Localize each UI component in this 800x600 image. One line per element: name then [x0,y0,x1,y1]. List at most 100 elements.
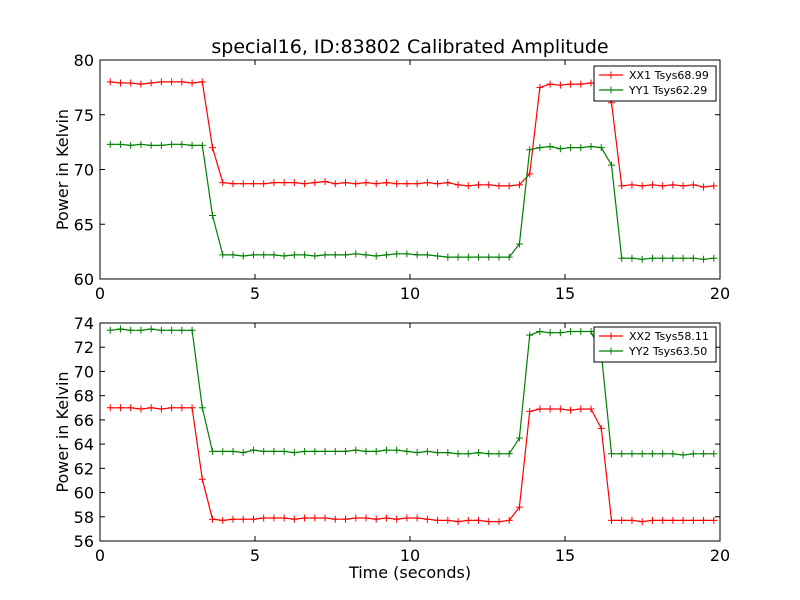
bottom-series-2-point [352,446,360,454]
top-series-1-point [198,78,206,86]
x-axis-label: Time (seconds) [348,563,471,582]
top-series-1-point [372,180,380,188]
bottom-series-1-point [648,516,656,524]
top-series-2-point [342,251,350,259]
bottom-series-1-point [270,514,278,522]
bottom-series-1-point [116,404,124,412]
bottom-series-1-point [413,514,421,522]
bottom-series-1-point [393,515,401,523]
top-series-2-line [110,143,714,260]
bottom-series-2-point [321,447,329,455]
top-series-1-point [577,80,585,88]
bottom-series-1-point [444,516,452,524]
bottom-series-2-point [260,447,268,455]
top-y-tick-label: 80 [74,51,94,70]
top-series-2-point [587,143,595,151]
bottom-series-2-point [495,450,503,458]
bottom-series-2-point [178,326,186,334]
top-series-2-point [444,253,452,261]
bottom-series-2-point [127,326,135,334]
bottom-series-2-point [290,449,298,457]
bottom-y-tick-label: 72 [74,338,94,357]
bottom-y-tick-label: 60 [74,484,94,503]
top-series-1-point [679,182,687,190]
bottom-series-2-point [198,404,206,412]
top-legend-item-1: XX1 Tsys68.99 [599,69,709,82]
top-series-1-point [106,78,114,86]
bottom-series-1 [106,404,718,526]
bottom-series-1-point [249,515,257,523]
top-series-1-point [116,79,124,87]
top-series-1-point [362,179,370,187]
top-series-1-point [219,179,227,187]
top-x-tick-label: 5 [250,284,260,303]
bottom-series-2-point [168,326,176,334]
bottom-y-tick-label: 64 [74,435,94,454]
top-series-2-point [331,251,339,259]
bottom-legend-item-1: XX2 Tsys58.11 [599,330,709,343]
top-series-1-line [110,81,714,188]
top-series-1-point [475,181,483,189]
top-series-1-point [331,180,339,188]
bottom-series-1-point [464,516,472,524]
bottom-series-1-point [106,404,114,412]
bottom-series-2-point [372,447,380,455]
top-series-2-point [352,250,360,258]
bottom-series-2-point [567,327,575,335]
top-legend-item-2: YY1 Tsys62.29 [599,84,707,97]
top-series-1-point [423,179,431,187]
top-series-1-point [260,180,268,188]
bottom-y-tick-label: 58 [74,508,94,527]
top-series-1-point [669,181,677,189]
top-series-1-point [157,78,165,86]
bottom-series-1-point [352,514,360,522]
top-series-1-point [239,180,247,188]
top-series-2-point [577,144,585,152]
bottom-y-tick-label: 56 [74,532,94,551]
bottom-series-2-point [331,447,339,455]
bottom-series-1-point [454,518,462,526]
top-series-2-point [515,240,523,248]
bottom-series-1-point [689,516,697,524]
bottom-series-1-point [168,404,176,412]
top-series-2-point [270,251,278,259]
bottom-series-2-point [454,450,462,458]
top-series-1-point [587,79,595,87]
top-series-1-point [209,144,217,152]
top-series-2-point [597,144,605,152]
bottom-series-2-point [689,450,697,458]
top-series-1-point [659,182,667,190]
top-series-2-point [710,254,718,262]
top-series-2-point [116,140,124,148]
bottom-series-2-point [382,446,390,454]
top-series-2-point [239,252,247,260]
bottom-series-1-point [301,514,309,522]
bottom-legend-box [593,326,717,363]
bottom-series-1-point [403,514,411,522]
bottom-x-tick-label: 15 [555,546,575,565]
bottom-series-2-point [229,447,237,455]
bottom-series-1-point [475,516,483,524]
top-series-2-point [567,144,575,152]
top-series-2-point [311,252,319,260]
bottom-series-2-point [608,450,615,458]
bottom-series-1-point [577,405,585,413]
top-series-1-point [321,178,329,186]
top-series-1-point [648,181,656,189]
bottom-series-1-point [669,516,677,524]
bottom-series-2-point [301,447,309,455]
bottom-series-2-point [536,327,544,335]
bottom-legend-marker [607,332,615,340]
bottom-series-2-point [280,447,288,455]
bottom-series-2-point [434,449,442,457]
top-series-2-point [229,251,237,259]
top-series-2-point [188,141,196,149]
top-series-2-point [321,251,329,259]
top-series-2-point [403,250,411,258]
bottom-legend-label: XX2 Tsys58.11 [629,330,709,343]
top-series-2-point [495,253,503,261]
bottom-y-axis-label: Power in Kelvin [53,371,72,492]
bottom-series-1-point [342,515,350,523]
bottom-legend: XX2 Tsys58.11 YY2 Tsys63.50 [593,326,717,363]
top-y-tick-label: 75 [74,106,94,125]
